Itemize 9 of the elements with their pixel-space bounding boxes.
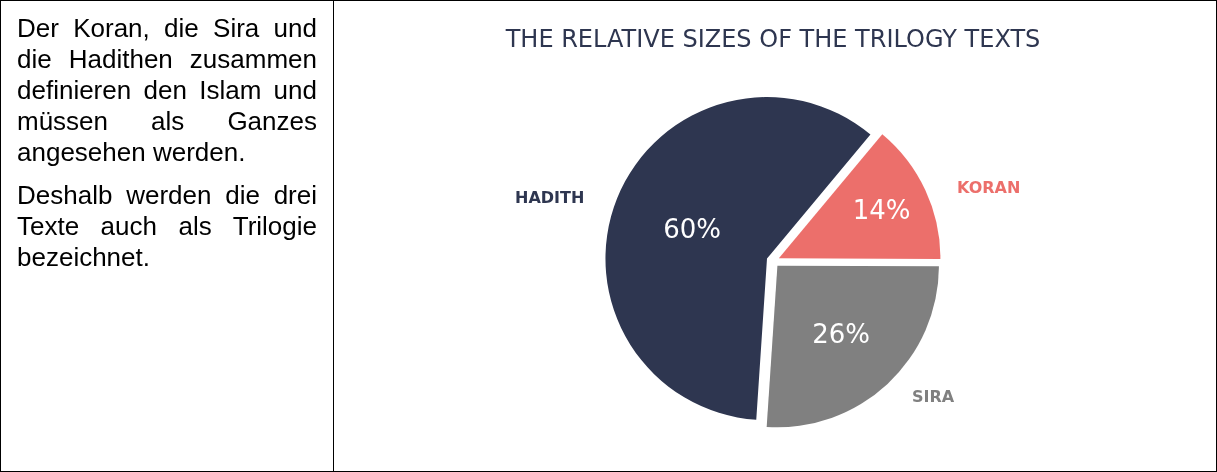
data-label: 26%: [812, 319, 870, 350]
chart-title: THE RELATIVE SIZES OF THE TRILOGY TEXTS: [504, 24, 1041, 53]
data-label: 14%: [852, 195, 911, 226]
text: Der Koran, die Sira und die Hadithen zusammen definieren den Islam und müssen als Ganzes angesehen werden.: [17, 13, 317, 168]
data-label: 60%: [663, 213, 721, 244]
slice-label: KORAN: [957, 178, 1021, 197]
slice-label: SIRA: [912, 387, 955, 406]
slice-label: HADITH: [515, 188, 585, 207]
text: Deshalb werden die drei Texte auch als Trilogie bezeichnet.: [17, 180, 317, 273]
